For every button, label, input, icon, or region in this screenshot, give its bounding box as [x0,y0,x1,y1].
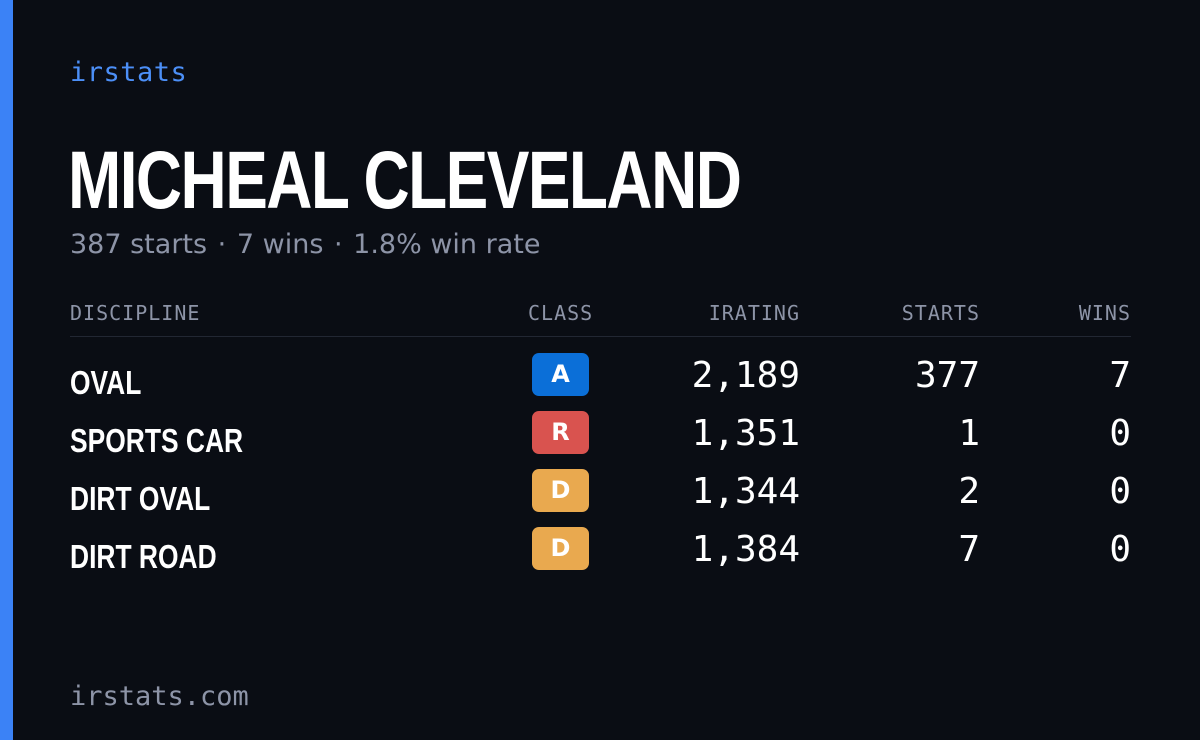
discipline-table: DISCIPLINE CLASS IRATING STARTS WINS OVA… [70,298,1131,585]
footer-url: irstats.com [70,681,249,712]
table-row: DIRT ROAD D 1,384 7 0 [70,527,1131,585]
summary-separator: · [217,229,227,260]
table-header: DISCIPLINE CLASS IRATING STARTS WINS [70,298,1131,337]
starts-summary: 387 starts [70,229,208,260]
irating-value: 1,344 [691,471,800,512]
header-irating: IRATING [708,301,800,325]
discipline-name: SPORTS CAR [70,422,244,459]
driver-name: MICHEAL CLEVELAND [68,135,742,226]
brand-logo-text: irstats [70,57,188,88]
table-row: OVAL A 2,189 377 7 [70,353,1131,411]
discipline-name: DIRT ROAD [70,538,217,575]
header-discipline: DISCIPLINE [70,301,201,325]
summary-separator: · [333,229,343,260]
irating-value: 1,384 [691,529,800,570]
irating-value: 2,189 [691,355,800,396]
wins-value: 0 [1109,471,1131,512]
class-badge: D [532,469,589,512]
class-badge: D [532,527,589,570]
starts-value: 2 [958,471,980,512]
class-badge: R [532,411,589,454]
wins-value: 0 [1109,413,1131,454]
discipline-name: DIRT OVAL [70,480,211,517]
starts-value: 1 [958,413,980,454]
irating-value: 1,351 [691,413,800,454]
header-starts: STARTS [901,301,980,325]
header-wins: WINS [1078,301,1131,325]
table-row: SPORTS CAR R 1,351 1 0 [70,411,1131,469]
wins-summary: 7 wins [236,229,324,260]
wins-value: 7 [1109,355,1131,396]
table-body: OVAL A 2,189 377 7 SPORTS CAR R 1,351 1 … [70,337,1131,585]
driver-summary: 387 starts · 7 wins · 1.8% win rate [70,227,540,263]
starts-value: 7 [958,529,980,570]
accent-bar [0,0,13,740]
class-badge: A [532,353,589,396]
starts-value: 377 [914,355,980,396]
table-row: DIRT OVAL D 1,344 2 0 [70,469,1131,527]
wins-value: 0 [1109,529,1131,570]
header-class: CLASS [528,301,594,325]
discipline-name: OVAL [70,364,142,401]
win-rate-summary: 1.8% win rate [353,229,541,260]
